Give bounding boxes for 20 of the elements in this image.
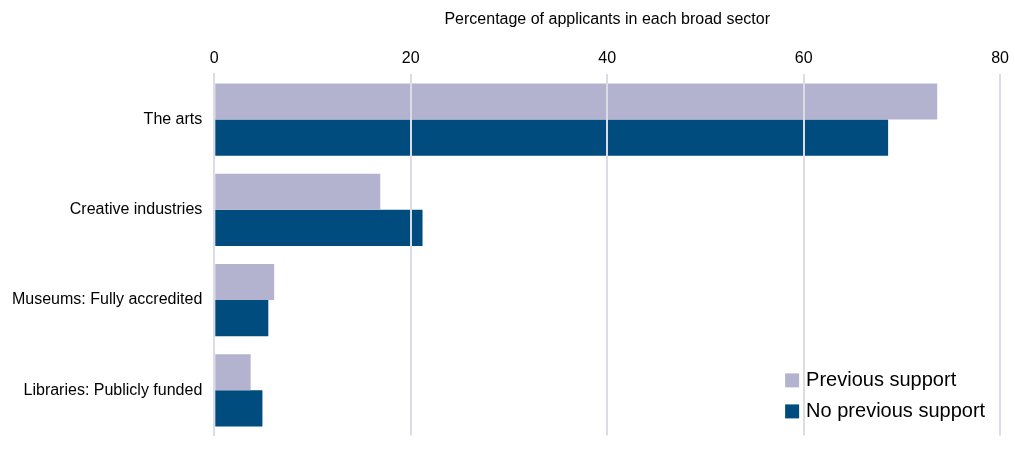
bar	[215, 83, 938, 120]
bar	[215, 390, 263, 427]
y-tick-label: Museums: Fully accredited	[11, 290, 203, 308]
x-tick-label: 60	[794, 49, 813, 67]
bar	[215, 263, 275, 301]
legend-label: Previous support	[806, 367, 957, 390]
x-tick-label: 40	[598, 49, 617, 67]
bar	[215, 209, 423, 246]
x-tick-label: 20	[401, 49, 420, 67]
bar	[215, 119, 889, 156]
y-tick-label: Creative industries	[69, 200, 203, 218]
bar	[215, 173, 381, 210]
bar	[215, 300, 269, 337]
bar	[215, 354, 251, 391]
y-tick-label: The arts	[143, 109, 203, 127]
x-axis-title: Percentage of applicants in each broad sector	[444, 10, 771, 28]
legend-label: No previous support	[806, 398, 986, 421]
y-tick-label: Libraries: Publicly funded	[23, 380, 203, 398]
x-tick-label: 0	[209, 49, 219, 67]
x-tick-label: 80	[991, 49, 1010, 67]
